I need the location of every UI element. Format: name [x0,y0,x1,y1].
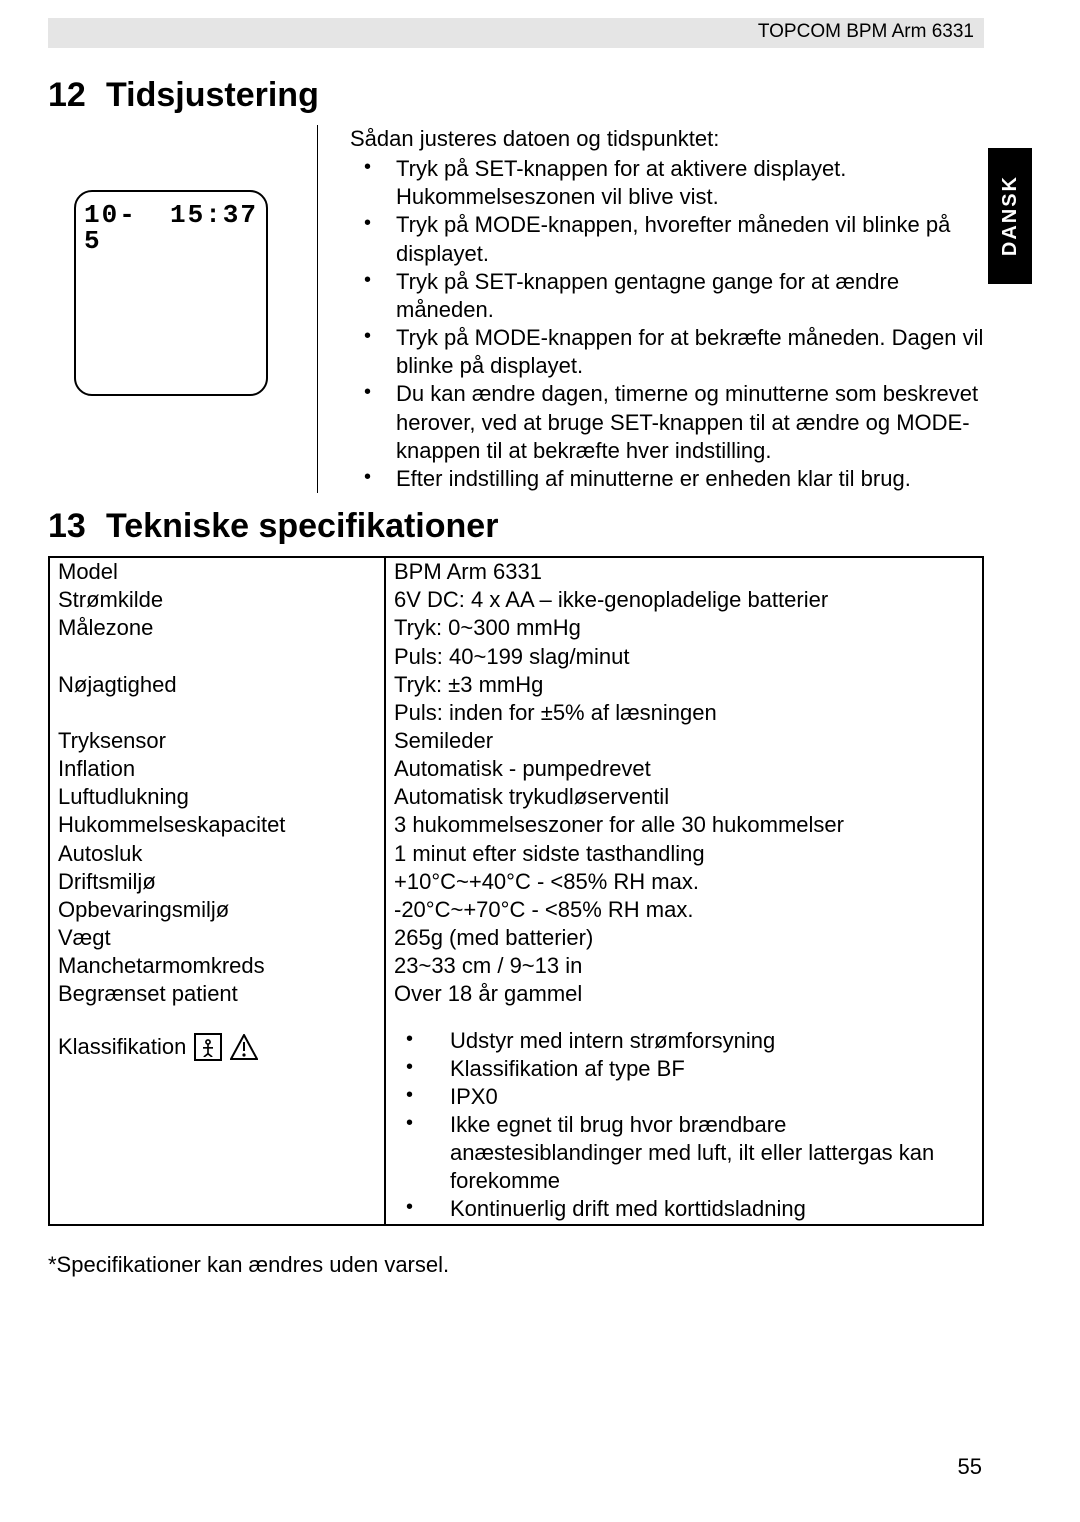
spec-label: Autosluk [50,840,386,868]
instructions-intro: Sådan justeres datoen og tidspunktet: [350,125,984,153]
spec-value: Over 18 år gammel [386,980,982,1008]
classification-item: IPX0 [394,1083,974,1111]
spec-label: Manchetarmomkreds [50,952,386,980]
header-band: TOPCOM BPM Arm 6331 [48,18,984,48]
spec-label: Opbevaringsmiljø [50,896,386,924]
header-product: TOPCOM BPM Arm 6331 [758,21,974,43]
instruction-item: Tryk på MODE-knappen for at bekræfte mån… [350,324,984,380]
spec-label: Driftsmiljø [50,868,386,896]
classification-item: Klassifikation af type BF [394,1055,974,1083]
classification-item: Ikke egnet til brug hvor brændbare anæst… [394,1111,974,1195]
instruction-item: Tryk på MODE-knappen, hvorefter måneden … [350,211,984,267]
language-tab: DANSK [988,148,1032,284]
spec-value: Puls: 40~199 slag/minut [386,643,982,671]
spec-value: 1 minut efter sidste tasthandling [386,840,982,868]
lcd-display: 10- 5 15:37 [74,190,268,396]
spec-label: Begrænset patient [50,980,386,1008]
instruction-item: Tryk på SET-knappen for at aktivere disp… [350,155,984,211]
spec-label: Tryksensor [50,727,386,755]
page-number: 55 [958,1454,982,1480]
instructions-column: Sådan justeres datoen og tidspunktet: Tr… [318,125,984,493]
classification-label-cell: Klassifikation [50,1027,386,1224]
lcd-date: 10- 5 [84,202,152,254]
spec-value: BPM Arm 6331 [386,558,982,586]
spec-label: Hukommelseskapacitet [50,811,386,839]
spec-value: -20°C~+70°C - <85% RH max. [386,896,982,924]
page: TOPCOM BPM Arm 6331 DANSK 12Tidsjusterin… [0,0,1080,1522]
classification-label: Klassifikation [58,1033,186,1061]
lcd-readout: 10- 5 15:37 [84,202,258,254]
type-bf-icon [194,1033,222,1061]
instruction-item: Tryk på SET-knappen gentagne gange for a… [350,268,984,324]
classification-list: Udstyr med intern strømforsyning Klassif… [394,1027,974,1224]
spec-label [50,699,386,727]
spec-value [386,1009,982,1027]
spec-value: Puls: inden for ±5% af læsningen [386,699,982,727]
spec-table: ModelBPM Arm 6331 Strømkilde6V DC: 4 x A… [48,556,984,1226]
instructions-list: Tryk på SET-knappen for at aktivere disp… [350,155,984,493]
content: 12Tidsjustering 10- 5 15:37 Sådan juster… [48,62,984,1278]
classification-item: Kontinuerlig drift med korttidsladning [394,1195,974,1223]
warning-icon [230,1034,258,1060]
spec-label [50,643,386,671]
display-column: 10- 5 15:37 [48,125,318,493]
spec-value: Automatisk trykudløserventil [386,783,982,811]
spec-value: Automatisk - pumpedrevet [386,755,982,783]
spec-value: Semileder [386,727,982,755]
instruction-item: Du kan ændre dagen, timerne og minuttern… [350,380,984,464]
section13-title: Tekniske specifikationer [106,507,498,545]
spec-label: Inflation [50,755,386,783]
section12-body: 10- 5 15:37 Sådan justeres datoen og tid… [48,125,984,493]
section12-heading: 12Tidsjustering [48,76,984,115]
spec-value: 6V DC: 4 x AA – ikke-genopladelige batte… [386,586,982,614]
spec-label [50,1009,386,1027]
spec-label: Vægt [50,924,386,952]
spec-value: +10°C~+40°C - <85% RH max. [386,868,982,896]
spec-label: Strømkilde [50,586,386,614]
spec-value: 3 hukommelseszoner for alle 30 hukommels… [386,811,982,839]
section13-heading: 13Tekniske specifikationer [48,507,984,546]
section12-number: 12 [48,76,106,115]
spec-value: 265g (med batterier) [386,924,982,952]
spec-value: Tryk: ±3 mmHg [386,671,982,699]
spec-label: Model [50,558,386,586]
classification-item: Udstyr med intern strømforsyning [394,1027,974,1055]
spec-footnote: *Specifikationer kan ændres uden varsel. [48,1252,984,1278]
spec-value: Tryk: 0~300 mmHg [386,614,982,642]
spec-value: 23~33 cm / 9~13 in [386,952,982,980]
spec-label: Målezone [50,614,386,642]
instruction-item: Efter indstilling af minutterne er enhed… [350,465,984,493]
spec-label: Luftudlukning [50,783,386,811]
classification-value-cell: Udstyr med intern strømforsyning Klassif… [386,1027,982,1224]
spec-label: Nøjagtighed [50,671,386,699]
lcd-time: 15:37 [170,202,258,228]
section13-number: 13 [48,507,106,546]
section12-title: Tidsjustering [106,76,319,114]
language-tab-label: DANSK [999,175,1022,256]
